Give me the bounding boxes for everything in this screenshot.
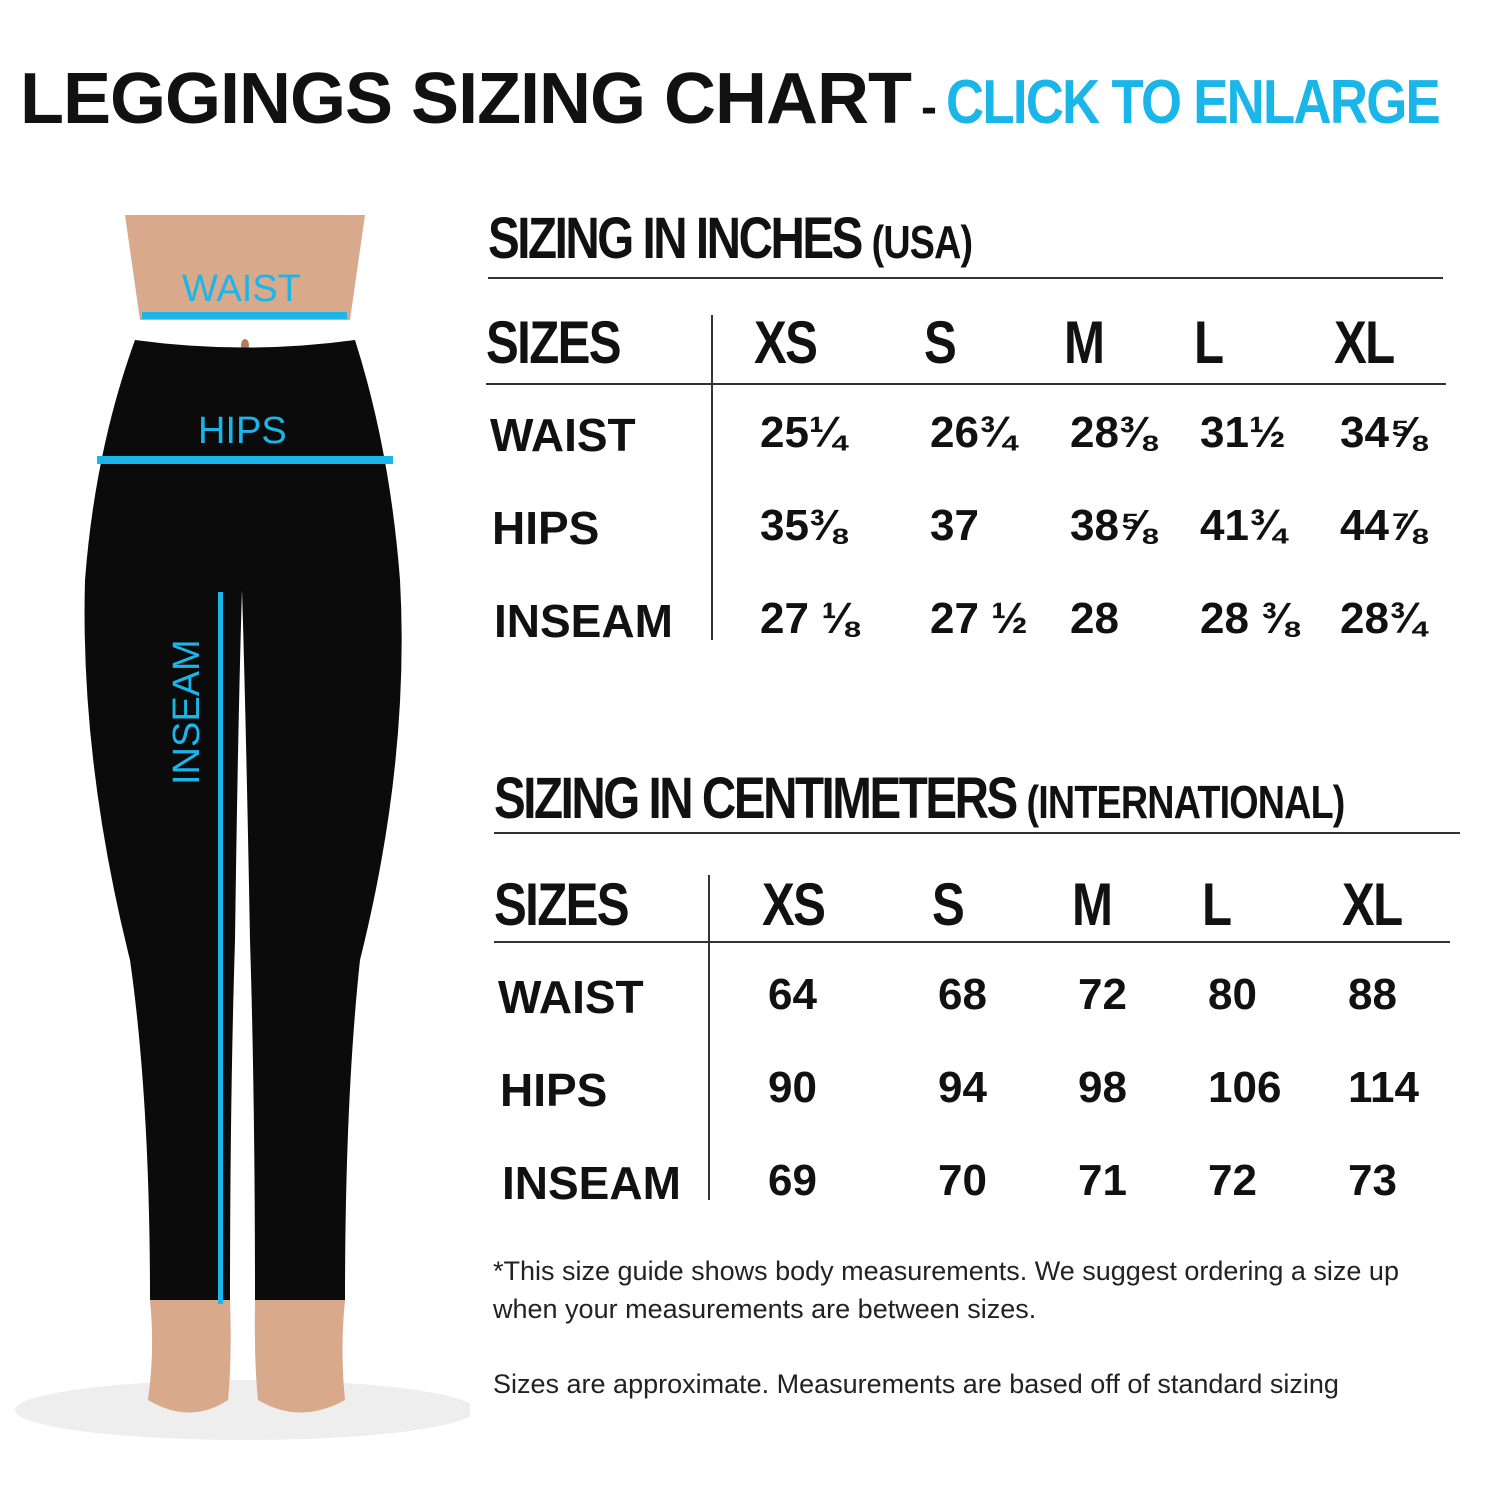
size-s-header: S xyxy=(924,309,957,376)
row-label-hips: HIPS xyxy=(492,502,600,554)
cell-hips-xl: 44⅞ xyxy=(1340,501,1426,550)
cell-hips-m: 38⅝ xyxy=(1070,501,1156,550)
click-to-enlarge-link[interactable]: CLICK TO ENLARGE xyxy=(946,68,1441,137)
divider xyxy=(711,315,713,640)
cell-inseam-l: 72 xyxy=(1208,1156,1257,1205)
cm-subtitle: (INTERNATIONAL) xyxy=(1026,776,1346,828)
floor-shadow xyxy=(15,1380,470,1440)
cell-inseam-s: 70 xyxy=(938,1156,987,1205)
cell-hips-s: 37 xyxy=(930,501,979,550)
sizes-header: SIZES xyxy=(494,871,630,938)
cell-waist-xl: 34⅝ xyxy=(1340,408,1426,457)
size-xl-header: XL xyxy=(1342,871,1403,938)
cell-inseam-xs: 69 xyxy=(768,1156,817,1205)
cell-inseam-xl: 73 xyxy=(1348,1156,1397,1205)
inches-title: SIZING IN INCHES xyxy=(488,206,863,271)
left-foot xyxy=(148,1300,231,1413)
divider xyxy=(494,941,1450,943)
cell-waist-s: 68 xyxy=(938,970,987,1019)
cell-waist-xs: 64 xyxy=(768,970,817,1019)
title-main: LEGGINGS SIZING CHART xyxy=(20,59,912,139)
cell-inseam-xl: 28¾ xyxy=(1340,594,1426,643)
size-l-header: L xyxy=(1194,309,1224,376)
cell-waist-l: 80 xyxy=(1208,970,1257,1019)
size-xs-header: XS xyxy=(754,309,818,376)
leggings-model-figure xyxy=(15,215,470,1440)
cell-waist-m: 72 xyxy=(1078,970,1127,1019)
cell-waist-s: 26¾ xyxy=(930,408,1016,457)
hips-line xyxy=(97,456,393,464)
cell-hips-xl: 114 xyxy=(1348,1063,1419,1112)
size-s-header: S xyxy=(932,871,965,938)
size-xl-header: XL xyxy=(1334,309,1395,376)
cell-hips-s: 94 xyxy=(938,1063,987,1112)
cell-hips-l: 106 xyxy=(1208,1063,1282,1112)
cm-title: SIZING IN CENTIMETERS xyxy=(494,766,1018,831)
cell-waist-m: 28⅜ xyxy=(1070,408,1156,457)
size-l-header: L xyxy=(1202,871,1232,938)
cell-waist-xl: 88 xyxy=(1348,970,1397,1019)
page-title: LEGGINGS SIZING CHART - CLICK TO ENLARGE xyxy=(20,58,1500,140)
cell-inseam-m: 28 xyxy=(1070,594,1119,643)
cell-inseam-l: 28 ⅜ xyxy=(1200,594,1298,643)
size-guide-note: *This size guide shows body measurements… xyxy=(493,1256,1399,1324)
leggings-shape xyxy=(84,340,402,1300)
hips-label: HIPS xyxy=(198,410,287,452)
size-xs-header: XS xyxy=(762,871,826,938)
cell-inseam-s: 27 ½ xyxy=(930,594,1028,643)
row-label-inseam: INSEAM xyxy=(502,1157,681,1209)
inches-section-title: SIZING IN INCHES (USA) xyxy=(488,205,973,272)
waist-label: WAIST xyxy=(182,268,301,310)
cell-hips-xs: 90 xyxy=(768,1063,817,1112)
cell-waist-l: 31½ xyxy=(1200,408,1286,457)
divider xyxy=(488,277,1443,279)
size-m-header: M xyxy=(1064,309,1105,376)
cell-waist-xs: 25¼ xyxy=(760,408,846,457)
divider xyxy=(494,832,1460,834)
approximate-note: Sizes are approximate. Measurements are … xyxy=(493,1369,1339,1399)
inseam-label: INSEAM xyxy=(166,639,208,785)
inseam-line xyxy=(218,592,223,1304)
cell-hips-m: 98 xyxy=(1078,1063,1127,1112)
row-label-hips: HIPS xyxy=(500,1064,608,1116)
row-label-inseam: INSEAM xyxy=(494,595,673,647)
cell-hips-l: 41¾ xyxy=(1200,501,1286,550)
waist-line xyxy=(142,312,347,319)
cell-inseam-xs: 27 ⅛ xyxy=(760,594,858,643)
size-m-header: M xyxy=(1072,871,1113,938)
cm-section-title: SIZING IN CENTIMETERS (INTERNATIONAL) xyxy=(494,765,1345,832)
torso-skin xyxy=(125,215,365,320)
right-foot xyxy=(254,1300,345,1413)
inches-subtitle: (USA) xyxy=(871,216,973,268)
row-label-waist: WAIST xyxy=(490,409,636,461)
divider xyxy=(486,383,1446,385)
cell-hips-xs: 35⅜ xyxy=(760,501,846,550)
sizes-header: SIZES xyxy=(486,309,622,376)
cell-inseam-m: 71 xyxy=(1078,1156,1127,1205)
title-separator: - xyxy=(921,81,937,134)
row-label-waist: WAIST xyxy=(498,971,644,1023)
divider xyxy=(708,875,710,1200)
